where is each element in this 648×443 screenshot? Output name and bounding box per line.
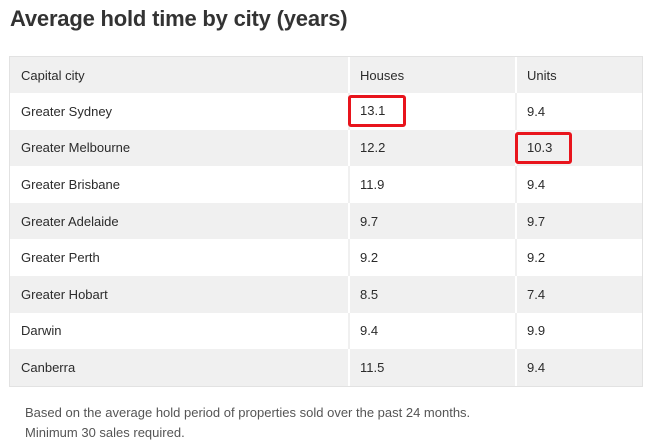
column-header-units: Units bbox=[515, 57, 642, 93]
hold-time-table: Capital city Houses Units Greater Sydney… bbox=[9, 56, 643, 387]
houses-cell: 9.2 bbox=[348, 239, 516, 276]
page-title: Average hold time by city (years) bbox=[10, 6, 348, 31]
table-row: Canberra 11.5 9.4 bbox=[10, 349, 642, 386]
city-cell: Greater Brisbane bbox=[10, 166, 349, 203]
units-cell: 10.3 bbox=[515, 129, 642, 167]
table-row: Greater Melbourne 12.2 10.3 bbox=[10, 129, 642, 167]
houses-cell: 12.2 bbox=[348, 129, 516, 167]
city-cell: Greater Melbourne bbox=[10, 129, 349, 167]
houses-cell: 11.9 bbox=[348, 166, 516, 203]
units-cell: 7.4 bbox=[515, 275, 642, 313]
city-cell: Greater Perth bbox=[10, 239, 349, 276]
city-cell: Greater Adelaide bbox=[10, 202, 349, 240]
houses-cell: 11.5 bbox=[348, 349, 516, 386]
footnote: Based on the average hold period of prop… bbox=[25, 403, 470, 443]
units-cell: 9.7 bbox=[515, 202, 642, 240]
table-row: Greater Adelaide 9.7 9.7 bbox=[10, 202, 642, 240]
table-row: Greater Sydney 13.1 9.4 bbox=[10, 93, 642, 130]
table-row: Greater Brisbane 11.9 9.4 bbox=[10, 166, 642, 203]
units-cell: 9.4 bbox=[515, 349, 642, 386]
city-cell: Greater Hobart bbox=[10, 275, 349, 313]
houses-cell: 13.1 bbox=[348, 93, 516, 130]
highlight-box: 13.1 bbox=[348, 95, 406, 128]
table-row: Darwin 9.4 9.9 bbox=[10, 312, 642, 350]
units-cell: 9.4 bbox=[515, 93, 642, 130]
highlight-box: 10.3 bbox=[515, 131, 572, 164]
houses-cell: 9.4 bbox=[348, 312, 516, 350]
column-header-city: Capital city bbox=[10, 57, 349, 93]
city-cell: Greater Sydney bbox=[10, 93, 349, 130]
table-row: Greater Hobart 8.5 7.4 bbox=[10, 275, 642, 313]
table-header-row: Capital city Houses Units bbox=[10, 57, 642, 93]
city-cell: Darwin bbox=[10, 312, 349, 350]
units-cell: 9.2 bbox=[515, 239, 642, 276]
houses-cell: 8.5 bbox=[348, 275, 516, 313]
table-row: Greater Perth 9.2 9.2 bbox=[10, 239, 642, 276]
footnote-line: Minimum 30 sales required. bbox=[25, 425, 185, 440]
column-header-houses: Houses bbox=[348, 57, 516, 93]
footnote-line: Based on the average hold period of prop… bbox=[25, 405, 471, 420]
houses-cell: 9.7 bbox=[348, 202, 516, 240]
city-cell: Canberra bbox=[10, 349, 349, 386]
units-cell: 9.4 bbox=[515, 166, 642, 203]
units-cell: 9.9 bbox=[515, 312, 642, 350]
